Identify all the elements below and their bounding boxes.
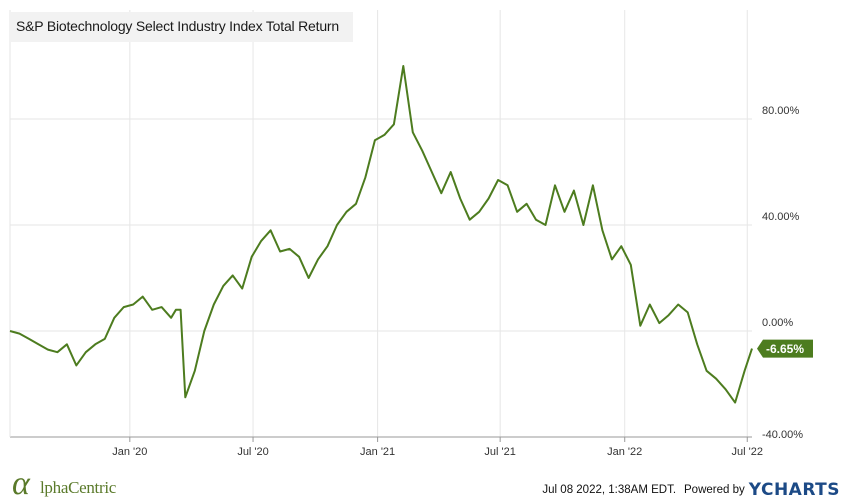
footer-attribution: Jul 08 2022, 1:38AM EDT. Powered by YCHA… [542, 480, 840, 500]
alpha-glyph: α [12, 466, 31, 500]
x-tick-label: Jan '21 [360, 446, 395, 458]
x-tick-label: Jul '22 [732, 446, 763, 458]
y-tick-label: 40.00% [762, 211, 800, 223]
powered-by-label: Powered by [684, 484, 745, 496]
logo-text: lphaCentric [40, 478, 117, 497]
ycharts-logo[interactable]: YCHARTS [749, 480, 840, 500]
last-value-label: -6.65% [766, 342, 804, 356]
x-tick-label: Jul '20 [237, 446, 268, 458]
legend-label: S&P Biotechnology Select Industry Index … [16, 18, 339, 34]
x-axis-ticks: Jan '20 Jul '20 Jan '21 Jul '21 Jan '22 Jul '… [112, 437, 763, 458]
ycharts-logo-text: CHARTS [760, 480, 840, 500]
x-tick-label: Jul '21 [484, 446, 515, 458]
last-value-flag: -6.65% [757, 339, 813, 358]
gridlines [10, 10, 752, 437]
y-tick-label: 80.00% [762, 105, 800, 117]
y-tick-label: -40.00% [762, 429, 803, 441]
legend: S&P Biotechnology Select Industry Index … [10, 12, 353, 42]
alphacentric-logo-mark: α [12, 466, 31, 500]
last-value-flag-shape [757, 339, 813, 358]
y-tick-label: 0.00% [762, 317, 793, 329]
series-line [9, 65, 753, 404]
alphacentric-logo: α lphaCentric [10, 466, 116, 500]
x-tick-label: Jan '22 [607, 446, 642, 458]
x-tick-label: Jan '20 [112, 446, 147, 458]
y-axis-ticks: 80.00% 40.00% 0.00% -40.00% [762, 105, 803, 441]
timestamp: Jul 08 2022, 1:38AM EDT. [542, 484, 677, 496]
ycharts-logo-y: Y [748, 480, 761, 500]
